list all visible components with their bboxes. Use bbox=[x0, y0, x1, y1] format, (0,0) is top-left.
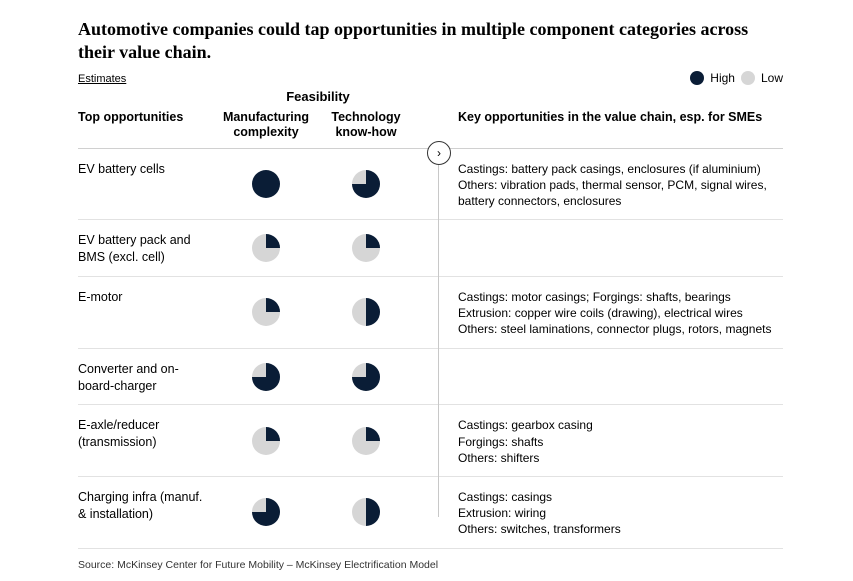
header-opportunities: Top opportunities bbox=[78, 106, 218, 149]
tech-pie bbox=[318, 405, 418, 477]
header-key: Key opportunities in the value chain, es… bbox=[458, 106, 783, 149]
tech-pie bbox=[318, 277, 418, 349]
chevron-right-icon: › bbox=[427, 141, 451, 165]
legend: High Low bbox=[690, 71, 783, 85]
legend-low-label: Low bbox=[761, 71, 783, 85]
tech-pie bbox=[318, 220, 418, 277]
manuf-pie bbox=[218, 349, 318, 406]
row-label: EV battery cells bbox=[78, 161, 165, 178]
page-title: Automotive companies could tap opportuni… bbox=[78, 18, 783, 65]
vertical-divider bbox=[438, 149, 439, 517]
feasibility-table: › Feasibility Top opportunities Manufact… bbox=[78, 89, 783, 549]
tech-pie bbox=[318, 149, 418, 221]
manuf-pie bbox=[218, 277, 318, 349]
row-desc: Castings: motor casings; Forgings: shaft… bbox=[458, 277, 783, 349]
row-desc bbox=[458, 220, 783, 277]
row-desc: Castings: casingsExtrusion: wiringOthers… bbox=[458, 477, 783, 549]
row-label: EV battery pack and BMS (excl. cell) bbox=[78, 232, 214, 266]
table-row: EV battery pack and BMS (excl. cell) bbox=[78, 220, 783, 277]
header-tech: Technology know-how bbox=[318, 106, 418, 149]
header-feasibility: Feasibility bbox=[218, 89, 418, 106]
row-desc: Castings: gearbox casingForgings: shafts… bbox=[458, 405, 783, 477]
header-manuf: Manufacturing complexity bbox=[218, 106, 318, 149]
manuf-pie bbox=[218, 149, 318, 221]
table-row: Charging infra (manuf. & installation) C… bbox=[78, 477, 783, 549]
legend-low-dot bbox=[741, 71, 755, 85]
tech-pie bbox=[318, 477, 418, 549]
row-label: Converter and on-board-charger bbox=[78, 361, 214, 395]
row-label: E-motor bbox=[78, 289, 122, 306]
row-desc bbox=[458, 349, 783, 406]
manuf-pie bbox=[218, 220, 318, 277]
row-label: Charging infra (manuf. & installation) bbox=[78, 489, 214, 523]
table-row: E-axle/reducer (transmission) Castings: … bbox=[78, 405, 783, 477]
legend-high-dot bbox=[690, 71, 704, 85]
subtitle: Estimates bbox=[78, 73, 126, 85]
row-label: E-axle/reducer (transmission) bbox=[78, 417, 214, 451]
legend-high-label: High bbox=[710, 71, 735, 85]
table-row: Converter and on-board-charger bbox=[78, 349, 783, 406]
manuf-pie bbox=[218, 405, 318, 477]
manuf-pie bbox=[218, 477, 318, 549]
tech-pie bbox=[318, 349, 418, 406]
row-desc: Castings: battery pack casings, enclosur… bbox=[458, 149, 783, 221]
table-row: E-motor Castings: motor casings; Forging… bbox=[78, 277, 783, 349]
